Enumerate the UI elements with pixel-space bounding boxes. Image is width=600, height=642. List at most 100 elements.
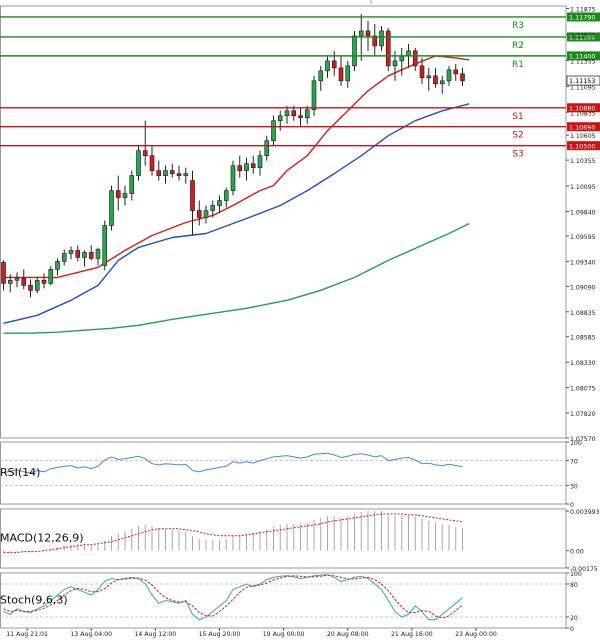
candle-body-bullish: [264, 140, 270, 156]
level-price-tag: [567, 141, 600, 151]
indicator-tick-label: 0.003993: [570, 509, 600, 516]
last-price-tag: [566, 75, 600, 86]
time-tick-label: 11 Aug 21:01: [6, 631, 48, 638]
candle: [115, 175, 121, 211]
support-resistance-levels: R3 1.11790 R2 1.11590 R1 1.11400 S1 1.10880 S2 1.…: [0, 12, 600, 160]
candle: [379, 25, 384, 51]
candle-body-bearish: [28, 285, 33, 291]
candle-body-bullish: [14, 278, 20, 281]
candle-body-bullish: [311, 80, 317, 111]
candle: [68, 246, 74, 260]
indicator-label: RSI(14): [0, 466, 40, 479]
candle: [210, 200, 216, 218]
candle-body-bullish: [34, 280, 40, 291]
indicator-panel-frame: [0, 572, 567, 629]
candle: [460, 67, 465, 86]
candle-body-bullish: [203, 210, 209, 218]
level-name: S3: [512, 150, 523, 160]
candle-body-bullish: [244, 163, 249, 171]
candle-body-bullish: [210, 205, 216, 211]
time-tick-label: 14 Aug 12:00: [135, 631, 177, 638]
candle: [298, 107, 303, 126]
candle-body-bullish: [223, 190, 229, 201]
price-tick-label: 1.10355: [570, 158, 596, 165]
last-price-label: 1.11153: [569, 77, 595, 85]
candle-body-bullish: [379, 30, 384, 47]
candle-body-bearish: [250, 163, 256, 168]
candle: [196, 200, 202, 226]
candle: [149, 145, 155, 176]
level-name: R1: [512, 60, 524, 70]
candle: [82, 250, 87, 267]
price-tick-label: 1.11615: [570, 32, 596, 39]
candle-body-bullish: [7, 280, 13, 284]
candle-body-bullish: [318, 70, 324, 82]
price-tick-label: 1.09340: [570, 259, 596, 266]
candle-body-bullish: [55, 261, 60, 270]
candle-body-bearish: [291, 110, 297, 117]
candle: [338, 55, 344, 86]
candle: [345, 60, 351, 88]
candle-body-bearish: [385, 30, 391, 67]
candle-body-bullish: [230, 165, 236, 191]
candle: [28, 279, 33, 298]
time-tick-label: 13 Aug 04:00: [70, 631, 112, 638]
time-tick-label: 20 Aug 08:00: [327, 631, 369, 638]
price-tick-label: 1.10095: [570, 184, 596, 191]
candle: [169, 163, 175, 178]
candle: [433, 67, 438, 88]
candle-body-bullish: [122, 193, 128, 198]
candle: [439, 75, 445, 94]
time-tick-label: 23 Aug 00:00: [455, 631, 497, 638]
indicator-line: [3, 574, 463, 621]
candle-body-bullish: [352, 35, 357, 67]
indicator-tick-label: 20: [570, 615, 578, 622]
candle: [318, 65, 324, 91]
candle-body-bearish: [453, 69, 459, 75]
candle-body-bullish: [406, 50, 411, 57]
candle: [55, 258, 60, 276]
candle-body-bullish: [277, 115, 283, 122]
candle: [190, 170, 195, 236]
candle: [230, 160, 236, 196]
candle-body-bullish: [399, 55, 405, 62]
candle-body-bullish: [48, 269, 54, 284]
level-s2: S2 1.10690: [0, 122, 600, 141]
candle: [446, 65, 452, 86]
indicator-tick-label: 80: [570, 582, 578, 589]
candle-body-bullish: [358, 30, 364, 37]
candle: [257, 150, 263, 176]
moving-averages: [3, 55, 470, 334]
candle-body-bearish: [21, 278, 27, 286]
time-tick-label: 19 Aug 00:00: [263, 631, 305, 638]
candle: [75, 245, 81, 262]
candle-body-bullish: [129, 175, 135, 194]
candle-body-bullish: [95, 249, 101, 259]
indicator-tick-label: 0: [570, 626, 574, 633]
price-tick-label: 1.11355: [570, 58, 596, 65]
candle: [129, 170, 135, 201]
candle-body-bullish: [439, 80, 445, 85]
indicator-label: Stoch(9,6,3): [0, 593, 68, 606]
candle-body-bearish: [338, 67, 344, 82]
candle-body-bearish: [41, 280, 47, 284]
level-price-label: 1.10690: [569, 123, 595, 131]
candle-body-bullish: [136, 150, 141, 176]
indicator-tick-label: 0: [570, 502, 574, 509]
candle-body-bearish: [88, 252, 94, 259]
candle-body-bearish: [433, 75, 438, 85]
level-r3: R3 1.11790: [0, 12, 600, 31]
price-tick-label: 1.10605: [570, 133, 596, 140]
indicator-tick-label: 100: [570, 440, 582, 447]
price-tick-label: 1.08075: [570, 386, 596, 393]
candle-body-bearish: [156, 170, 162, 176]
candle: [61, 249, 67, 266]
candle: [419, 57, 425, 84]
candle: [7, 274, 13, 293]
candle-body-bullish: [163, 170, 168, 176]
level-r2: R2 1.11590: [0, 32, 600, 51]
candle-body-bullish: [392, 60, 398, 67]
candle: [331, 50, 337, 76]
indicator-rsi: 100 70 30 0 RSI(14): [0, 440, 582, 509]
candle-body-bullish: [82, 252, 87, 258]
